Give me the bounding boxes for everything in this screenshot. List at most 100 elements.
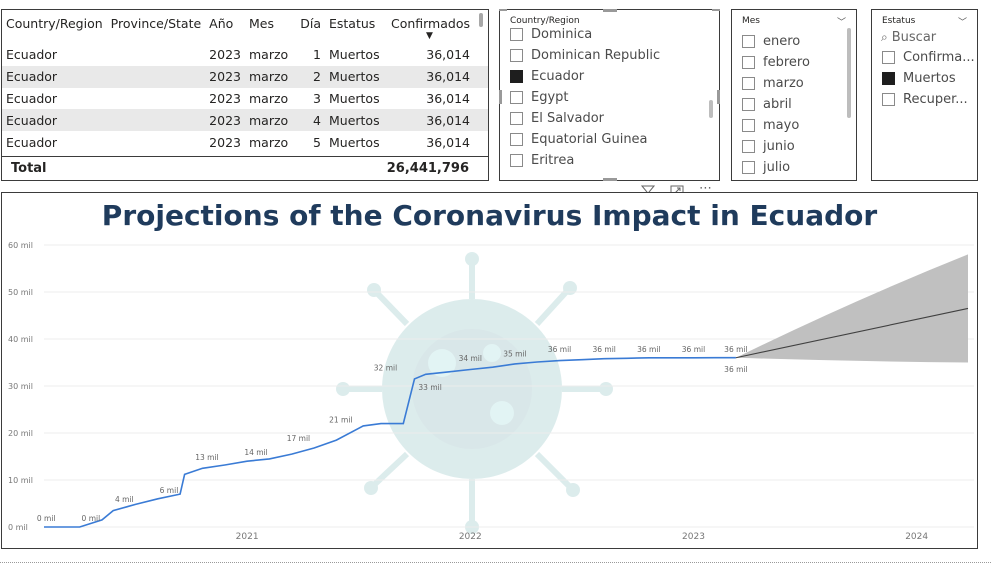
status-checkbox[interactable]	[882, 51, 895, 64]
month-checkbox[interactable]	[742, 140, 755, 153]
country-option[interactable]: Dominican Republic	[510, 45, 660, 66]
month-slicer-scrollbar[interactable]	[847, 28, 851, 118]
data-label: 21 mil	[329, 415, 352, 424]
month-option[interactable]: abril	[742, 94, 810, 115]
table-grid: Country/Region Province/State Año Mes Dí…	[2, 10, 488, 153]
country-option[interactable]: El Salvador	[510, 108, 660, 129]
country-option-label: Dominican Republic	[531, 48, 661, 63]
country-option[interactable]: Ecuador	[510, 66, 660, 87]
data-label: 0 mil	[37, 514, 56, 523]
data-table[interactable]: Country/Region Province/State Año Mes Dí…	[1, 9, 489, 181]
table-row[interactable]: Ecuador 2023 marzo 4 Muertos 36,014	[2, 109, 488, 132]
data-label: 36 mil	[682, 345, 705, 354]
chevron-down-icon[interactable]: ﹀	[836, 18, 846, 28]
month-option[interactable]: julio	[742, 157, 810, 178]
resize-handle-right[interactable]	[717, 90, 720, 104]
column-header-month[interactable]: Mes	[248, 16, 274, 31]
chevron-down-icon[interactable]: ﹀	[957, 18, 967, 28]
month-option-label: enero	[763, 34, 801, 49]
status-search-box[interactable]: ⌕ Buscar	[881, 30, 936, 45]
month-slicer[interactable]: Mes ﹀ enero febrero marzo abril mayo junio jul…	[731, 9, 857, 181]
cell-month: marzo	[244, 109, 295, 132]
column-header-year[interactable]: Año	[209, 16, 234, 31]
status-option-label: Recuper...	[903, 92, 968, 107]
resize-handle-top[interactable]	[603, 9, 617, 12]
status-option[interactable]: Confirma...	[882, 47, 975, 68]
country-slicer[interactable]: Country/Region Dominica Dominican Republi…	[499, 9, 720, 181]
column-header-confirmed-label: Confirmados	[390, 16, 470, 31]
country-option[interactable]: Dominica	[510, 24, 660, 45]
status-checkbox[interactable]	[882, 93, 895, 106]
y-tick-label: 60 mil	[8, 241, 33, 250]
country-option-label: Eritrea	[531, 153, 575, 168]
country-option[interactable]: Equatorial Guinea	[510, 129, 660, 150]
country-option[interactable]: Egypt	[510, 87, 660, 108]
status-slicer[interactable]: Estatus ﹀ ⌕ Buscar Confirma... Muertos Rec…	[871, 9, 978, 181]
cell-status: Muertos	[324, 65, 385, 88]
data-label: 14 mil	[244, 448, 267, 457]
resize-corner-top-right[interactable]	[712, 9, 720, 11]
cell-month: marzo	[244, 65, 295, 88]
forecast-band-layer	[735, 254, 968, 363]
status-search-input[interactable]: Buscar	[891, 30, 937, 45]
forecast-line	[735, 307, 969, 359]
month-option-label: mayo	[763, 118, 800, 133]
month-option[interactable]: enero	[742, 31, 810, 52]
status-checkbox[interactable]	[882, 72, 895, 85]
table-row[interactable]: Ecuador 2023 marzo 5 Muertos 36,014	[2, 131, 488, 153]
y-tick-label: 50 mil	[8, 288, 33, 297]
table-row[interactable]: Ecuador 2023 marzo 1 Muertos 36,014	[2, 44, 488, 66]
data-label: 6 mil	[160, 486, 179, 495]
cell-day: 3	[313, 90, 321, 106]
month-option[interactable]: febrero	[742, 52, 810, 73]
column-header-status[interactable]: Estatus	[328, 16, 376, 31]
month-checkbox[interactable]	[742, 98, 755, 111]
table-scrollbar[interactable]	[479, 13, 483, 27]
cell-day: 4	[294, 109, 325, 132]
status-option-label: Muertos	[903, 71, 956, 86]
column-header-province[interactable]: Province/State	[110, 16, 202, 31]
country-checkbox[interactable]	[510, 154, 523, 167]
total-value: 26,441,796	[386, 161, 469, 176]
month-option-label: febrero	[763, 55, 810, 70]
cell-province	[107, 131, 206, 153]
country-checkbox[interactable]	[510, 133, 523, 146]
month-option-label: junio	[763, 139, 795, 154]
country-option[interactable]: Eritrea	[510, 150, 660, 171]
resize-handle-left[interactable]	[499, 90, 502, 104]
x-tick-label: 2022	[459, 532, 482, 542]
country-slicer-scrollbar[interactable]	[709, 100, 713, 118]
chart-canvas: 0 mil 10 mil 20 mil 30 mil 40 mil 50 mil 60 mi…	[8, 241, 974, 542]
chart-title: Projections of the Coronavirus Impact in…	[101, 199, 878, 232]
status-option[interactable]: Recuper...	[882, 89, 975, 110]
data-label: 36 mil	[637, 345, 660, 354]
month-option[interactable]: mayo	[742, 115, 810, 136]
table-header-row: Country/Region Province/State Año Mes Dí…	[2, 10, 488, 44]
country-checkbox[interactable]	[510, 28, 523, 41]
month-option[interactable]: marzo	[742, 73, 810, 94]
month-checkbox[interactable]	[742, 119, 755, 132]
column-header-country[interactable]: Country/Region	[6, 16, 103, 31]
country-checkbox[interactable]	[510, 91, 523, 104]
country-checkbox[interactable]	[510, 112, 523, 125]
month-option[interactable]: junio	[742, 136, 810, 157]
country-option-label: El Salvador	[531, 111, 604, 126]
column-header-day[interactable]: Día	[300, 16, 321, 31]
table-row[interactable]: Ecuador 2023 marzo 2 Muertos 36,014	[2, 65, 488, 88]
table-row[interactable]: Ecuador 2023 marzo 3 Muertos 36,014	[2, 88, 488, 110]
cell-month: marzo	[248, 47, 289, 63]
cell-confirmed: 36,014	[426, 134, 470, 150]
month-checkbox[interactable]	[742, 35, 755, 48]
month-checkbox[interactable]	[742, 161, 755, 174]
resize-corner-top-left[interactable]	[499, 9, 507, 11]
projection-chart[interactable]: 0 mil 10 mil 20 mil 30 mil 40 mil 50 mil 60 mi…	[1, 192, 978, 549]
country-checkbox[interactable]	[510, 70, 523, 83]
country-checkbox[interactable]	[510, 49, 523, 62]
resize-handle-bottom[interactable]	[603, 178, 617, 181]
month-checkbox[interactable]	[742, 56, 755, 69]
data-label: 32 mil	[374, 364, 397, 373]
month-checkbox[interactable]	[742, 77, 755, 90]
y-tick-label: 20 mil	[8, 429, 33, 438]
column-header-confirmed[interactable]: Confirmados ▼	[385, 10, 488, 44]
status-option[interactable]: Muertos	[882, 68, 975, 89]
